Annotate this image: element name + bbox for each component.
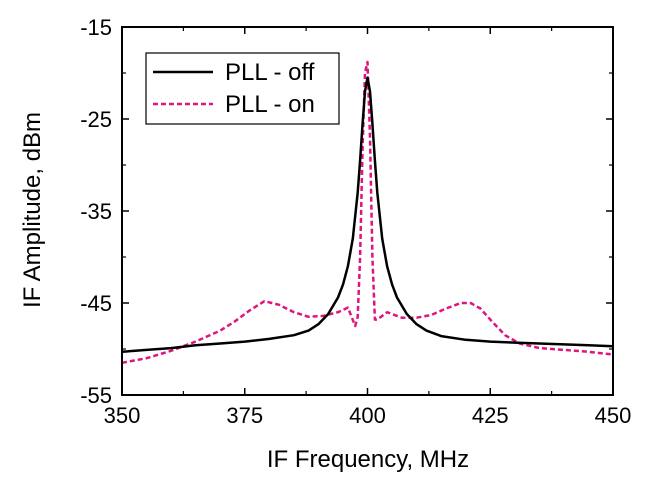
legend-label-pll-off: PLL - off bbox=[225, 59, 315, 86]
legend-label-pll-on: PLL - on bbox=[225, 91, 315, 118]
x-tick-labels: 350 375 400 425 450 bbox=[104, 403, 632, 428]
y-tick-label: -55 bbox=[80, 383, 112, 408]
legend-box bbox=[145, 52, 340, 125]
series-line-pll-off bbox=[121, 76, 614, 354]
y-tick-label: -25 bbox=[80, 107, 112, 132]
y-axis-title: IF Amplitude, dBm bbox=[19, 112, 46, 308]
plot-frame bbox=[121, 26, 614, 396]
x-tick-label: 450 bbox=[595, 403, 632, 428]
x-tick-label: 400 bbox=[349, 403, 386, 428]
x-tick-label: 375 bbox=[226, 403, 263, 428]
series-group bbox=[121, 60, 614, 365]
legend: PLL - off PLL - on bbox=[145, 52, 340, 125]
x-tick-label: 425 bbox=[472, 403, 509, 428]
y-tick-labels: -55 -45 -35 -25 -15 bbox=[80, 15, 112, 408]
x-tick-label: 350 bbox=[104, 403, 141, 428]
y-tick-label: -35 bbox=[80, 199, 112, 224]
x-axis-title: IF Frequency, MHz bbox=[267, 446, 469, 473]
y-tick-label: -15 bbox=[80, 15, 112, 40]
series-line-pll-on bbox=[121, 60, 614, 365]
y-tick-label: -45 bbox=[80, 291, 112, 316]
